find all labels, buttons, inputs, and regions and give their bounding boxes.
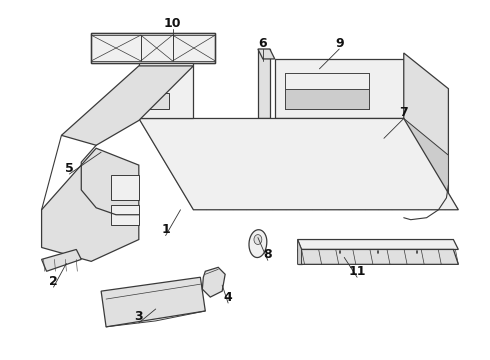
- Polygon shape: [42, 148, 139, 261]
- Polygon shape: [258, 49, 275, 59]
- Text: 4: 4: [224, 291, 233, 303]
- Polygon shape: [101, 277, 205, 327]
- Polygon shape: [143, 73, 169, 89]
- Polygon shape: [91, 33, 215, 63]
- Text: 6: 6: [259, 37, 267, 50]
- Polygon shape: [285, 73, 369, 109]
- Polygon shape: [404, 53, 448, 200]
- Text: 2: 2: [49, 275, 58, 288]
- Polygon shape: [42, 249, 81, 271]
- Polygon shape: [404, 118, 448, 200]
- Text: 7: 7: [399, 106, 408, 119]
- Polygon shape: [139, 118, 458, 210]
- Polygon shape: [61, 66, 194, 145]
- Text: 9: 9: [335, 37, 343, 50]
- Polygon shape: [297, 249, 301, 264]
- Text: 11: 11: [348, 265, 366, 278]
- Polygon shape: [111, 205, 139, 225]
- Polygon shape: [275, 59, 404, 118]
- Text: 8: 8: [264, 248, 272, 261]
- Polygon shape: [202, 267, 225, 297]
- Polygon shape: [111, 175, 139, 200]
- Polygon shape: [254, 235, 262, 244]
- Polygon shape: [297, 239, 458, 249]
- Polygon shape: [139, 63, 194, 118]
- Polygon shape: [143, 93, 169, 109]
- Polygon shape: [297, 249, 458, 264]
- Polygon shape: [297, 239, 301, 264]
- Text: 5: 5: [65, 162, 74, 175]
- Text: 10: 10: [164, 17, 181, 30]
- Polygon shape: [285, 89, 369, 109]
- Polygon shape: [258, 49, 270, 118]
- Polygon shape: [249, 230, 267, 257]
- Polygon shape: [285, 73, 369, 89]
- Text: 3: 3: [135, 310, 143, 323]
- Text: 1: 1: [161, 223, 170, 236]
